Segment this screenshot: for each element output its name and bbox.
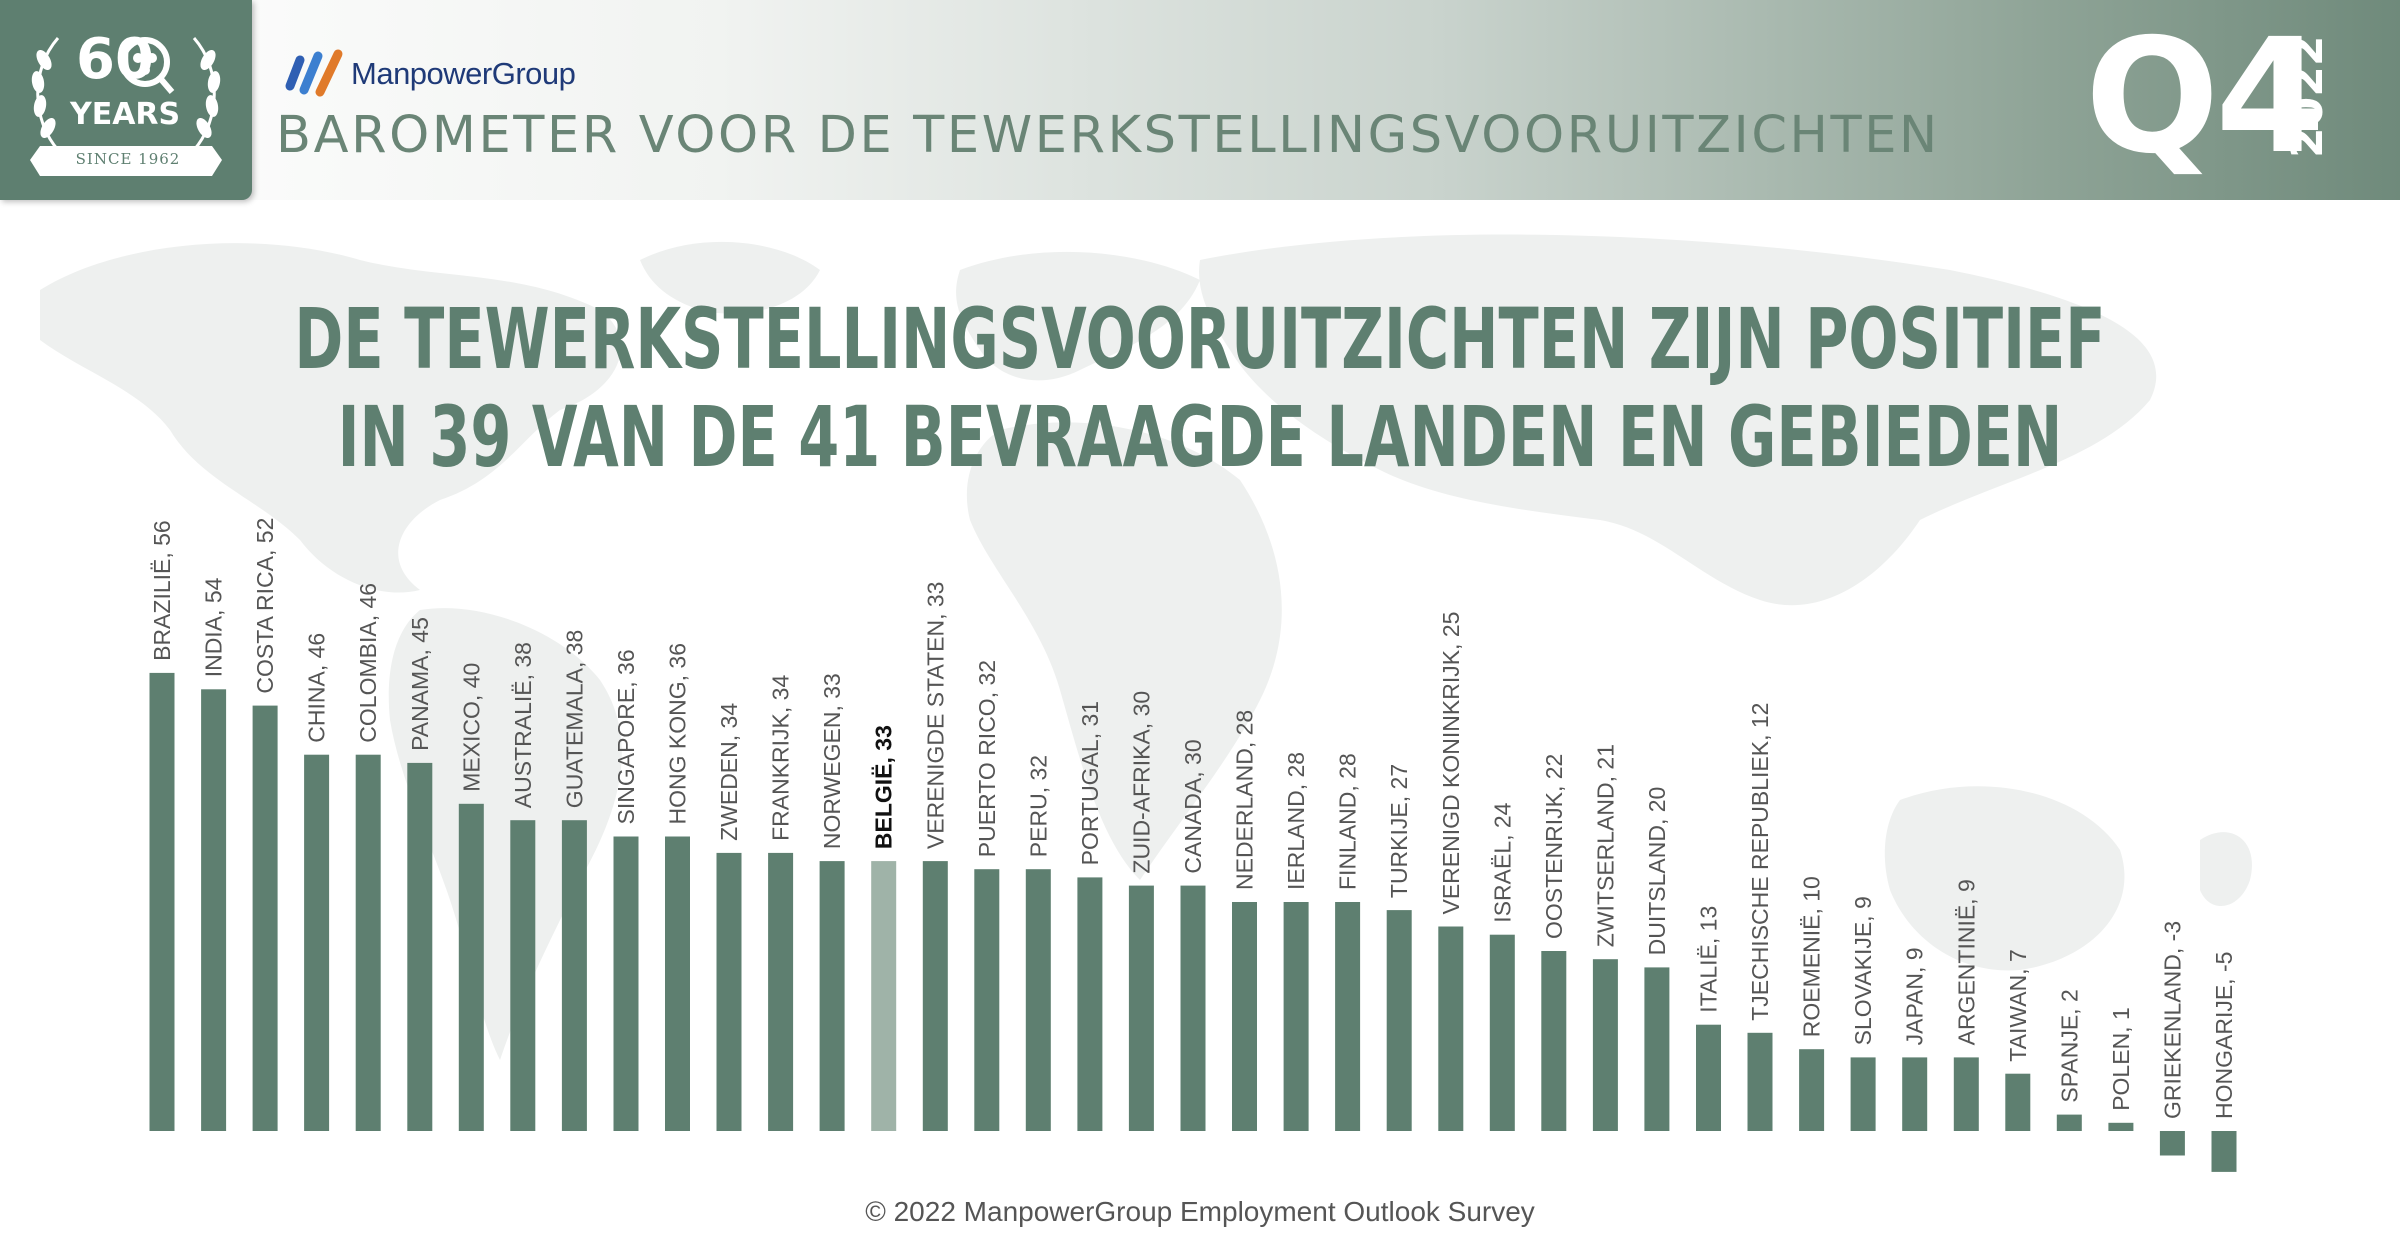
bar-9 — [613, 836, 639, 1131]
bar-label-24: TURKIJE, 27 — [1386, 764, 1412, 898]
logo-since-label: SINCE 1962 — [75, 150, 181, 168]
bar-16 — [974, 869, 1000, 1131]
bar-label-20: CANADA, 30 — [1180, 739, 1206, 873]
bar-13 — [819, 861, 845, 1131]
bar-14 — [871, 861, 897, 1131]
bar-label-12: FRANKRIJK, 34 — [768, 675, 794, 841]
manpowergroup-brand: ManpowerGroup — [280, 48, 576, 98]
anniversary-logo: 60 YEARS SINCE 1962 — [0, 0, 252, 200]
bar-22 — [1283, 902, 1309, 1131]
bar-18 — [1077, 877, 1103, 1131]
bar-label-31: TJECHISCHE REPUBLIEK, 12 — [1747, 703, 1773, 1021]
bar-label-8: GUATEMALA, 38 — [561, 630, 587, 809]
bar-label-16: PUERTO RICO, 32 — [974, 660, 1000, 857]
bar-label-2: COSTA RICA, 52 — [252, 518, 278, 694]
logo-years-label: YEARS — [70, 97, 181, 132]
quarter-label: Q4 — [2085, 5, 2325, 189]
bar-27 — [1541, 951, 1567, 1131]
bar-label-17: PERU, 32 — [1025, 755, 1051, 857]
bar-label-6: MEXICO, 40 — [458, 663, 484, 792]
bar-label-37: SPANJE, 2 — [2056, 989, 2082, 1102]
copyright-footer: © 2022 ManpowerGroup Employment Outlook … — [865, 1196, 1535, 1227]
bar-2 — [252, 705, 278, 1131]
bar-label-3: CHINA, 46 — [304, 633, 330, 743]
bar-label-0: BRAZILIË, 56 — [149, 520, 175, 661]
bar-40 — [2211, 1131, 2237, 1172]
bar-23 — [1335, 902, 1361, 1131]
bar-label-25: VERENIGD KONINKRIJK, 25 — [1438, 612, 1464, 915]
bar-34 — [1902, 1057, 1928, 1131]
bar-label-34: JAPAN, 9 — [1902, 947, 1928, 1045]
headline: DE TEWERKSTELLINGSVOORUITZICHTEN ZIJN PO… — [264, 290, 2136, 486]
bar-6 — [458, 803, 484, 1131]
bar-17 — [1025, 869, 1051, 1131]
headline-line-2: IN 39 VAN DE 41 BEVRAAGDE LANDEN EN GEBI… — [337, 388, 2063, 486]
bar-21 — [1232, 902, 1257, 1131]
manpowergroup-logo-icon — [285, 49, 343, 97]
bar-label-14: BELGIË, 33 — [871, 725, 897, 849]
bar-7 — [510, 820, 536, 1131]
header-banner: 60 YEARS SINCE 1962 ManpowerGroup BAROME… — [0, 0, 2400, 200]
bar-label-21: NEDERLAND, 28 — [1232, 710, 1258, 890]
bar-label-11: ZWEDEN, 34 — [716, 703, 742, 841]
bar-label-1: INDIA, 54 — [201, 577, 227, 677]
bar-label-9: SINGAPORE, 36 — [613, 649, 639, 824]
bar-label-40: HONGARIJE, -5 — [2211, 952, 2237, 1119]
bar-26 — [1489, 934, 1515, 1131]
bar-20 — [1180, 885, 1206, 1131]
bar-38 — [2108, 1122, 2134, 1131]
bar-label-39: GRIEKENLAND, -3 — [2159, 921, 2185, 1119]
bar-39 — [2159, 1131, 2185, 1156]
bar-label-33: SLOVAKIJE, 9 — [1850, 896, 1876, 1045]
bar-label-27: OOSTENRIJK, 22 — [1541, 754, 1567, 939]
bar-10 — [665, 836, 690, 1131]
bar-label-30: ITALIË, 13 — [1696, 906, 1722, 1013]
bar-33 — [1850, 1057, 1876, 1131]
bar-19 — [1128, 885, 1154, 1131]
bar-label-13: NORWEGEN, 33 — [819, 673, 845, 849]
bar-31 — [1747, 1032, 1773, 1131]
bar-label-19: ZUID-AFRIKA, 30 — [1128, 691, 1154, 874]
bar-3 — [304, 754, 330, 1131]
bar-1 — [201, 689, 227, 1131]
bar-28 — [1592, 959, 1618, 1131]
bar-label-29: DUITSLAND, 20 — [1644, 787, 1670, 956]
headline-line-1: DE TEWERKSTELLINGSVOORUITZICHTEN ZIJN PO… — [294, 290, 2106, 388]
bar-label-4: COLOMBIA, 46 — [355, 583, 381, 743]
bar-label-32: ROEMENIË, 10 — [1799, 876, 1825, 1037]
bar-24 — [1386, 910, 1412, 1131]
bar-label-7: AUSTRALIË, 38 — [510, 642, 536, 808]
brand-name: ManpowerGroup — [351, 56, 576, 91]
bar-label-15: VERENIGDE STATEN, 33 — [922, 582, 948, 850]
bar-label-26: ISRAËL, 24 — [1489, 802, 1515, 922]
bar-5 — [407, 762, 433, 1131]
bar-11 — [716, 852, 742, 1131]
world-map-background — [40, 234, 2252, 1060]
bar-30 — [1696, 1024, 1721, 1131]
header-subtitle: BAROMETER VOOR DE TEWERKSTELLINGSVOORUIT… — [276, 106, 1940, 165]
bar-36 — [2005, 1073, 2031, 1131]
bar-37 — [2056, 1114, 2082, 1131]
bar-label-18: PORTUGAL, 31 — [1077, 701, 1103, 865]
bar-label-28: ZWITSERLAND, 21 — [1592, 744, 1618, 947]
bar-0 — [149, 672, 175, 1131]
bar-29 — [1644, 967, 1670, 1131]
bar-35 — [1953, 1057, 1979, 1131]
bar-label-22: IERLAND, 28 — [1283, 752, 1309, 890]
bar-label-5: PANAMA, 45 — [407, 617, 433, 751]
laurel-wreath-icon — [30, 37, 222, 176]
bar-label-38: POLEN, 1 — [2108, 1007, 2134, 1111]
bar-label-10: HONG KONG, 36 — [665, 643, 691, 824]
bar-25 — [1438, 926, 1464, 1131]
bar-label-35: ARGENTINIË, 9 — [1953, 879, 1979, 1045]
bar-label-36: TAIWAN, 7 — [2005, 949, 2031, 1061]
bar-4 — [355, 754, 381, 1131]
bar-12 — [768, 852, 794, 1131]
bar-label-23: FINLAND, 28 — [1335, 753, 1361, 890]
bar-15 — [922, 861, 948, 1131]
bar-8 — [561, 820, 587, 1131]
bar-32 — [1799, 1049, 1825, 1131]
